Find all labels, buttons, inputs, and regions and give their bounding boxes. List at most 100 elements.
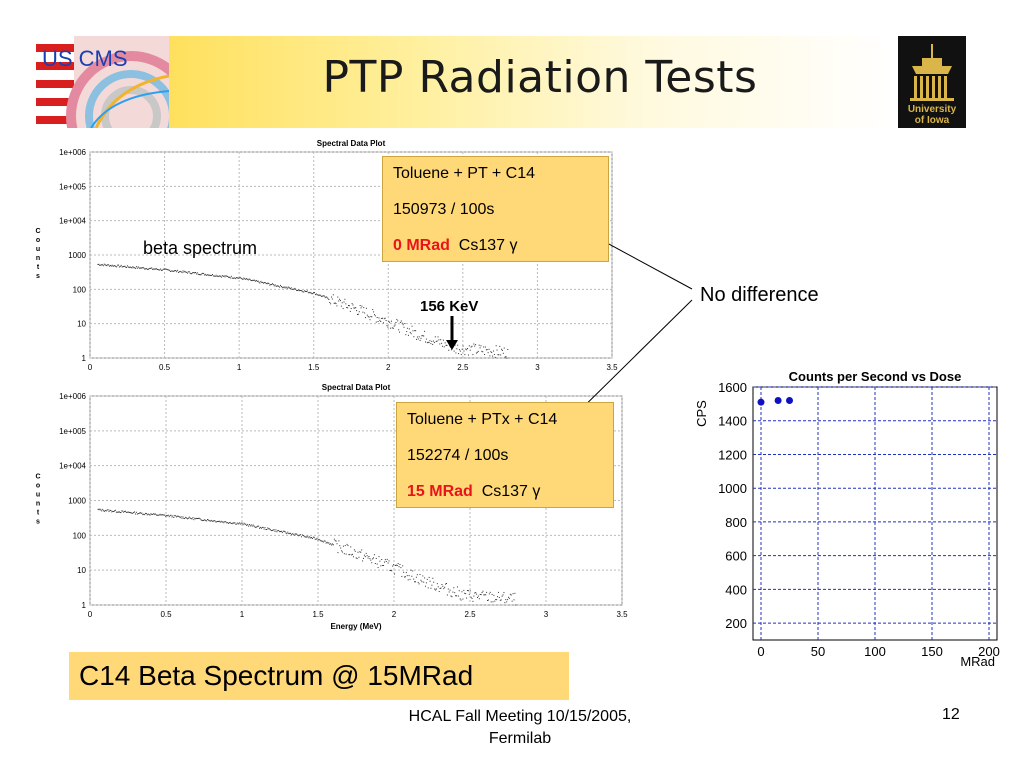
data-point — [386, 558, 388, 560]
data-point — [283, 287, 285, 289]
data-point — [322, 541, 324, 543]
data-point — [394, 573, 395, 575]
data-point — [362, 311, 364, 313]
data-point — [256, 526, 258, 528]
data-point — [270, 284, 272, 286]
data-point — [99, 264, 101, 266]
data-point — [148, 514, 150, 516]
data-point — [467, 590, 469, 592]
data-point — [327, 542, 329, 544]
data-point — [164, 514, 166, 516]
data-point — [463, 589, 465, 591]
data-point — [507, 599, 509, 601]
data-point — [158, 514, 160, 516]
data-point — [275, 285, 277, 287]
data-point — [101, 510, 103, 512]
data-point — [503, 347, 505, 349]
data-point — [326, 541, 328, 543]
data-point — [110, 509, 112, 511]
data-point — [323, 295, 325, 297]
data-point — [249, 525, 251, 527]
data-point — [465, 348, 467, 350]
data-point — [395, 564, 397, 566]
data-point — [394, 324, 396, 326]
data-point — [484, 353, 486, 355]
data-point — [502, 352, 504, 354]
data-point — [220, 520, 222, 522]
data-point — [426, 578, 428, 580]
data-point — [299, 534, 301, 536]
data-point — [438, 590, 440, 592]
x-tick-label: 3 — [535, 363, 540, 372]
data-point — [382, 322, 384, 324]
data-point — [482, 351, 484, 353]
data-point — [372, 309, 374, 311]
data-point — [119, 265, 121, 267]
data-point — [131, 267, 133, 269]
data-point — [333, 538, 335, 540]
data-point — [385, 320, 387, 322]
data-point — [254, 279, 256, 281]
data-point — [314, 538, 316, 540]
x-tick-label: 0.5 — [159, 363, 171, 372]
data-point — [168, 516, 170, 518]
data-point — [441, 342, 443, 344]
data-point — [359, 551, 361, 553]
data-point — [139, 511, 141, 513]
data-point — [189, 272, 191, 274]
data-point — [281, 287, 283, 289]
data-point — [211, 274, 213, 276]
data-point — [164, 268, 166, 270]
data-point — [149, 514, 151, 516]
data-point — [349, 310, 351, 312]
data-point — [430, 587, 432, 589]
data-point — [279, 531, 281, 533]
data-point — [123, 511, 125, 513]
data-point — [166, 515, 167, 517]
data-point — [157, 514, 159, 516]
data-point — [480, 345, 482, 347]
data-point — [258, 525, 260, 527]
data-point — [176, 516, 178, 518]
data-point — [337, 552, 339, 554]
data-point — [474, 345, 476, 347]
data-point — [481, 592, 483, 594]
y-tick-label: 1e+004 — [59, 462, 86, 471]
data-point — [399, 563, 401, 565]
data-point — [246, 524, 248, 526]
data-point — [274, 530, 276, 532]
data-point — [446, 594, 448, 596]
data-point — [332, 544, 334, 546]
data-point — [103, 263, 105, 265]
data-point — [311, 537, 313, 539]
data-point — [506, 601, 508, 603]
data-point — [357, 313, 359, 315]
data-point — [381, 559, 383, 561]
data-point — [456, 586, 458, 588]
data-point — [477, 350, 479, 352]
data-point — [290, 287, 292, 289]
data-point — [135, 267, 137, 269]
data-point — [490, 601, 492, 603]
data-point — [487, 599, 489, 601]
data-point — [247, 279, 249, 281]
data-point — [504, 356, 506, 358]
data-point — [219, 521, 221, 523]
data-point — [242, 524, 244, 526]
data-point — [162, 268, 164, 270]
data-point — [255, 527, 257, 529]
data-point — [349, 553, 351, 555]
data-point — [267, 527, 269, 529]
data-point — [143, 268, 145, 270]
data-point — [380, 320, 382, 322]
data-point — [218, 520, 220, 522]
data-point — [369, 558, 371, 560]
data-point — [145, 512, 147, 514]
data-point — [111, 511, 113, 513]
data-point — [437, 586, 439, 588]
data-point — [228, 276, 230, 278]
data-point — [356, 558, 358, 560]
data-point — [382, 564, 384, 566]
data-point — [323, 540, 325, 542]
data-point — [352, 553, 354, 555]
